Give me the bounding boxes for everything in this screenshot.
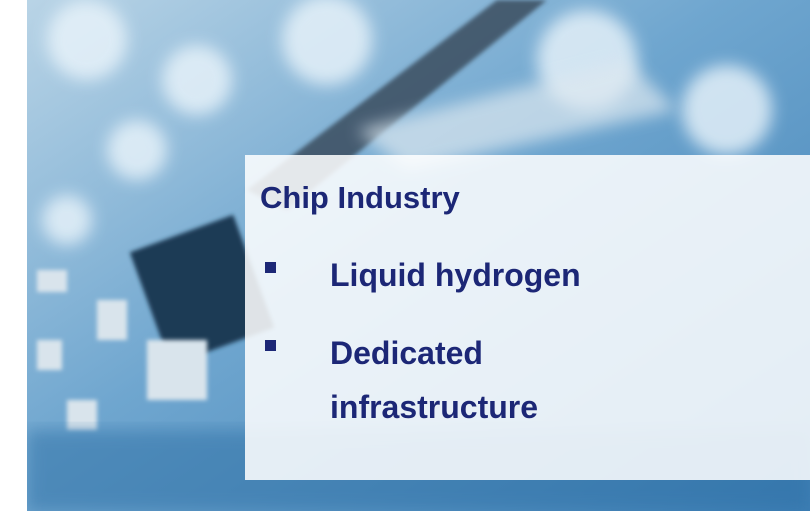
bullet-text: Dedicated infrastructure bbox=[330, 326, 630, 434]
bullet-marker bbox=[265, 262, 276, 273]
bullet-marker bbox=[265, 340, 276, 351]
slide-title: Chip Industry bbox=[260, 180, 460, 216]
page: Chip Industry Liquid hydrogen Dedicated … bbox=[0, 0, 810, 511]
bullet-text: Liquid hydrogen bbox=[330, 248, 630, 302]
